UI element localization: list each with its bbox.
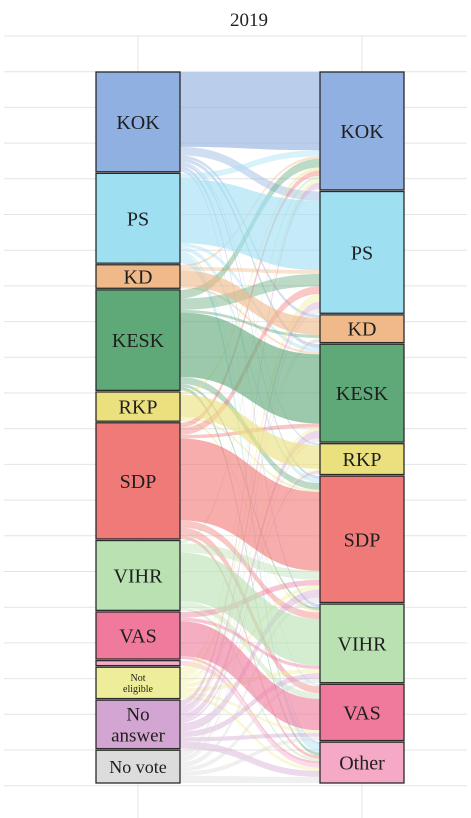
right-node-label-rkp: RKP	[343, 449, 382, 471]
right-column-nodes: KOK PS KD KESK RKP SDP VIHR VAS Other	[319, 71, 405, 784]
flow-link-no_vote-to-vihr	[180, 678, 320, 772]
right-node-kesk	[319, 343, 405, 443]
flow-link-kd-to-ps	[180, 266, 320, 274]
flow-link-no_vote-to-other	[180, 775, 320, 783]
flow-link-vas-to-other	[180, 656, 320, 764]
flow-link-no_answer-to-kok	[180, 182, 320, 706]
left-node-label-no-answer: No answer	[111, 705, 165, 747]
flow-link-vas-to-vas	[180, 621, 320, 731]
left-node-no-vote	[95, 749, 181, 784]
flow-link-kok-to-ps	[180, 146, 320, 201]
right-node-label-kd: KD	[348, 319, 377, 341]
flow-link-kok-to-sdp	[180, 163, 320, 479]
right-node-kok	[319, 71, 405, 191]
flow-link-rkp-to-sdp	[180, 416, 320, 492]
flow-link-sdp-to-sdp	[180, 438, 320, 571]
flow-links	[180, 72, 320, 783]
flow-link-ps-to-kok	[180, 150, 320, 180]
right-node-vas	[319, 683, 405, 742]
flow-link-not_eligible-to-other	[180, 694, 320, 771]
right-node-label-ps: PS	[351, 242, 373, 264]
flow-link-kesk-to-kd	[180, 309, 320, 338]
left-column-nodes: KOK PS KD KESK RKP SDP VIHR VAS Not eligible No ans…	[95, 71, 181, 784]
flow-link-not_eligible-to-kesk	[180, 427, 320, 683]
chart-title: 2019	[230, 10, 268, 31]
left-node-sdp	[95, 422, 181, 540]
left-node-other-l	[95, 659, 181, 667]
right-node-other	[319, 741, 405, 784]
left-node-label-rkp: RKP	[119, 397, 158, 419]
right-node-label-kesk: KESK	[336, 383, 389, 405]
flow-link-no_answer-to-other	[180, 741, 320, 777]
flow-link-not_eligible-to-sdp	[180, 585, 320, 688]
flow-link-not_eligible-to-vas	[180, 692, 320, 733]
flow-link-vas-to-vihr	[180, 617, 320, 670]
flow-link-no_answer-to-vas	[180, 732, 320, 742]
flow-link-no_vote-to-vas	[180, 736, 320, 776]
left-node-label-kd: KD	[124, 267, 153, 289]
flow-link-kesk-to-kesk	[180, 312, 320, 424]
left-node-label-sdp: SDP	[120, 471, 157, 493]
flow-link-other_l-to-other	[180, 660, 320, 768]
left-node-rkp	[95, 391, 181, 422]
right-node-label-vas: VAS	[343, 702, 380, 724]
left-node-no-answer	[95, 699, 181, 750]
flow-link-no_answer-to-kesk	[180, 430, 320, 721]
left-node-label-no-vote: No vote	[109, 757, 167, 777]
right-node-vihr	[319, 603, 405, 684]
right-node-label-kok: KOK	[340, 121, 384, 143]
right-node-ps	[319, 190, 405, 314]
flow-link-sdp-to-vihr	[180, 520, 320, 620]
flow-link-kd-to-kd	[180, 270, 320, 335]
left-node-label-vas: VAS	[119, 625, 156, 647]
right-node-sdp	[319, 475, 405, 604]
flow-link-not_eligible-to-rkp	[180, 469, 320, 684]
left-node-ps	[95, 172, 181, 264]
flow-link-rkp-to-rkp	[180, 394, 320, 470]
left-node-kok	[95, 71, 181, 173]
flow-link-no_answer-to-vihr	[180, 673, 320, 738]
flow-link-vihr-to-vas	[180, 601, 320, 700]
right-node-label-vihr: VIHR	[338, 633, 388, 655]
right-node-label-sdp: SDP	[344, 529, 381, 551]
flow-link-kesk-to-ps	[180, 273, 320, 310]
flow-link-vihr-to-sdp	[180, 543, 320, 580]
flow-link-rkp-to-kok	[180, 167, 320, 395]
right-node-rkp	[319, 443, 405, 476]
right-node-kd	[319, 314, 405, 344]
flow-link-kesk-to-other	[180, 386, 320, 756]
left-node-label-kesk: KESK	[112, 330, 165, 352]
flow-link-ps-to-ps	[180, 179, 320, 271]
left-node-not-eligible	[95, 666, 181, 700]
left-node-label-vihr: VIHR	[114, 565, 164, 587]
left-node-kd	[95, 264, 181, 289]
left-node-vas	[95, 611, 181, 660]
flow-link-vihr-to-vihr	[180, 552, 320, 666]
left-node-label-ps: PS	[127, 208, 149, 230]
flow-link-sdp-to-other	[180, 535, 320, 759]
right-node-label-other: Other	[339, 753, 385, 775]
flow-link-kd-to-kesk	[180, 286, 320, 355]
left-node-label-kok: KOK	[116, 112, 160, 134]
flow-link-kok-to-kok	[180, 72, 320, 151]
flow-link-kok-to-other	[180, 169, 320, 744]
left-node-label-not-eligible: Not eligible	[123, 673, 154, 695]
left-node-vihr	[95, 539, 181, 612]
flow-link-no_vote-to-kd	[180, 341, 320, 758]
left-node-kesk	[95, 289, 181, 392]
